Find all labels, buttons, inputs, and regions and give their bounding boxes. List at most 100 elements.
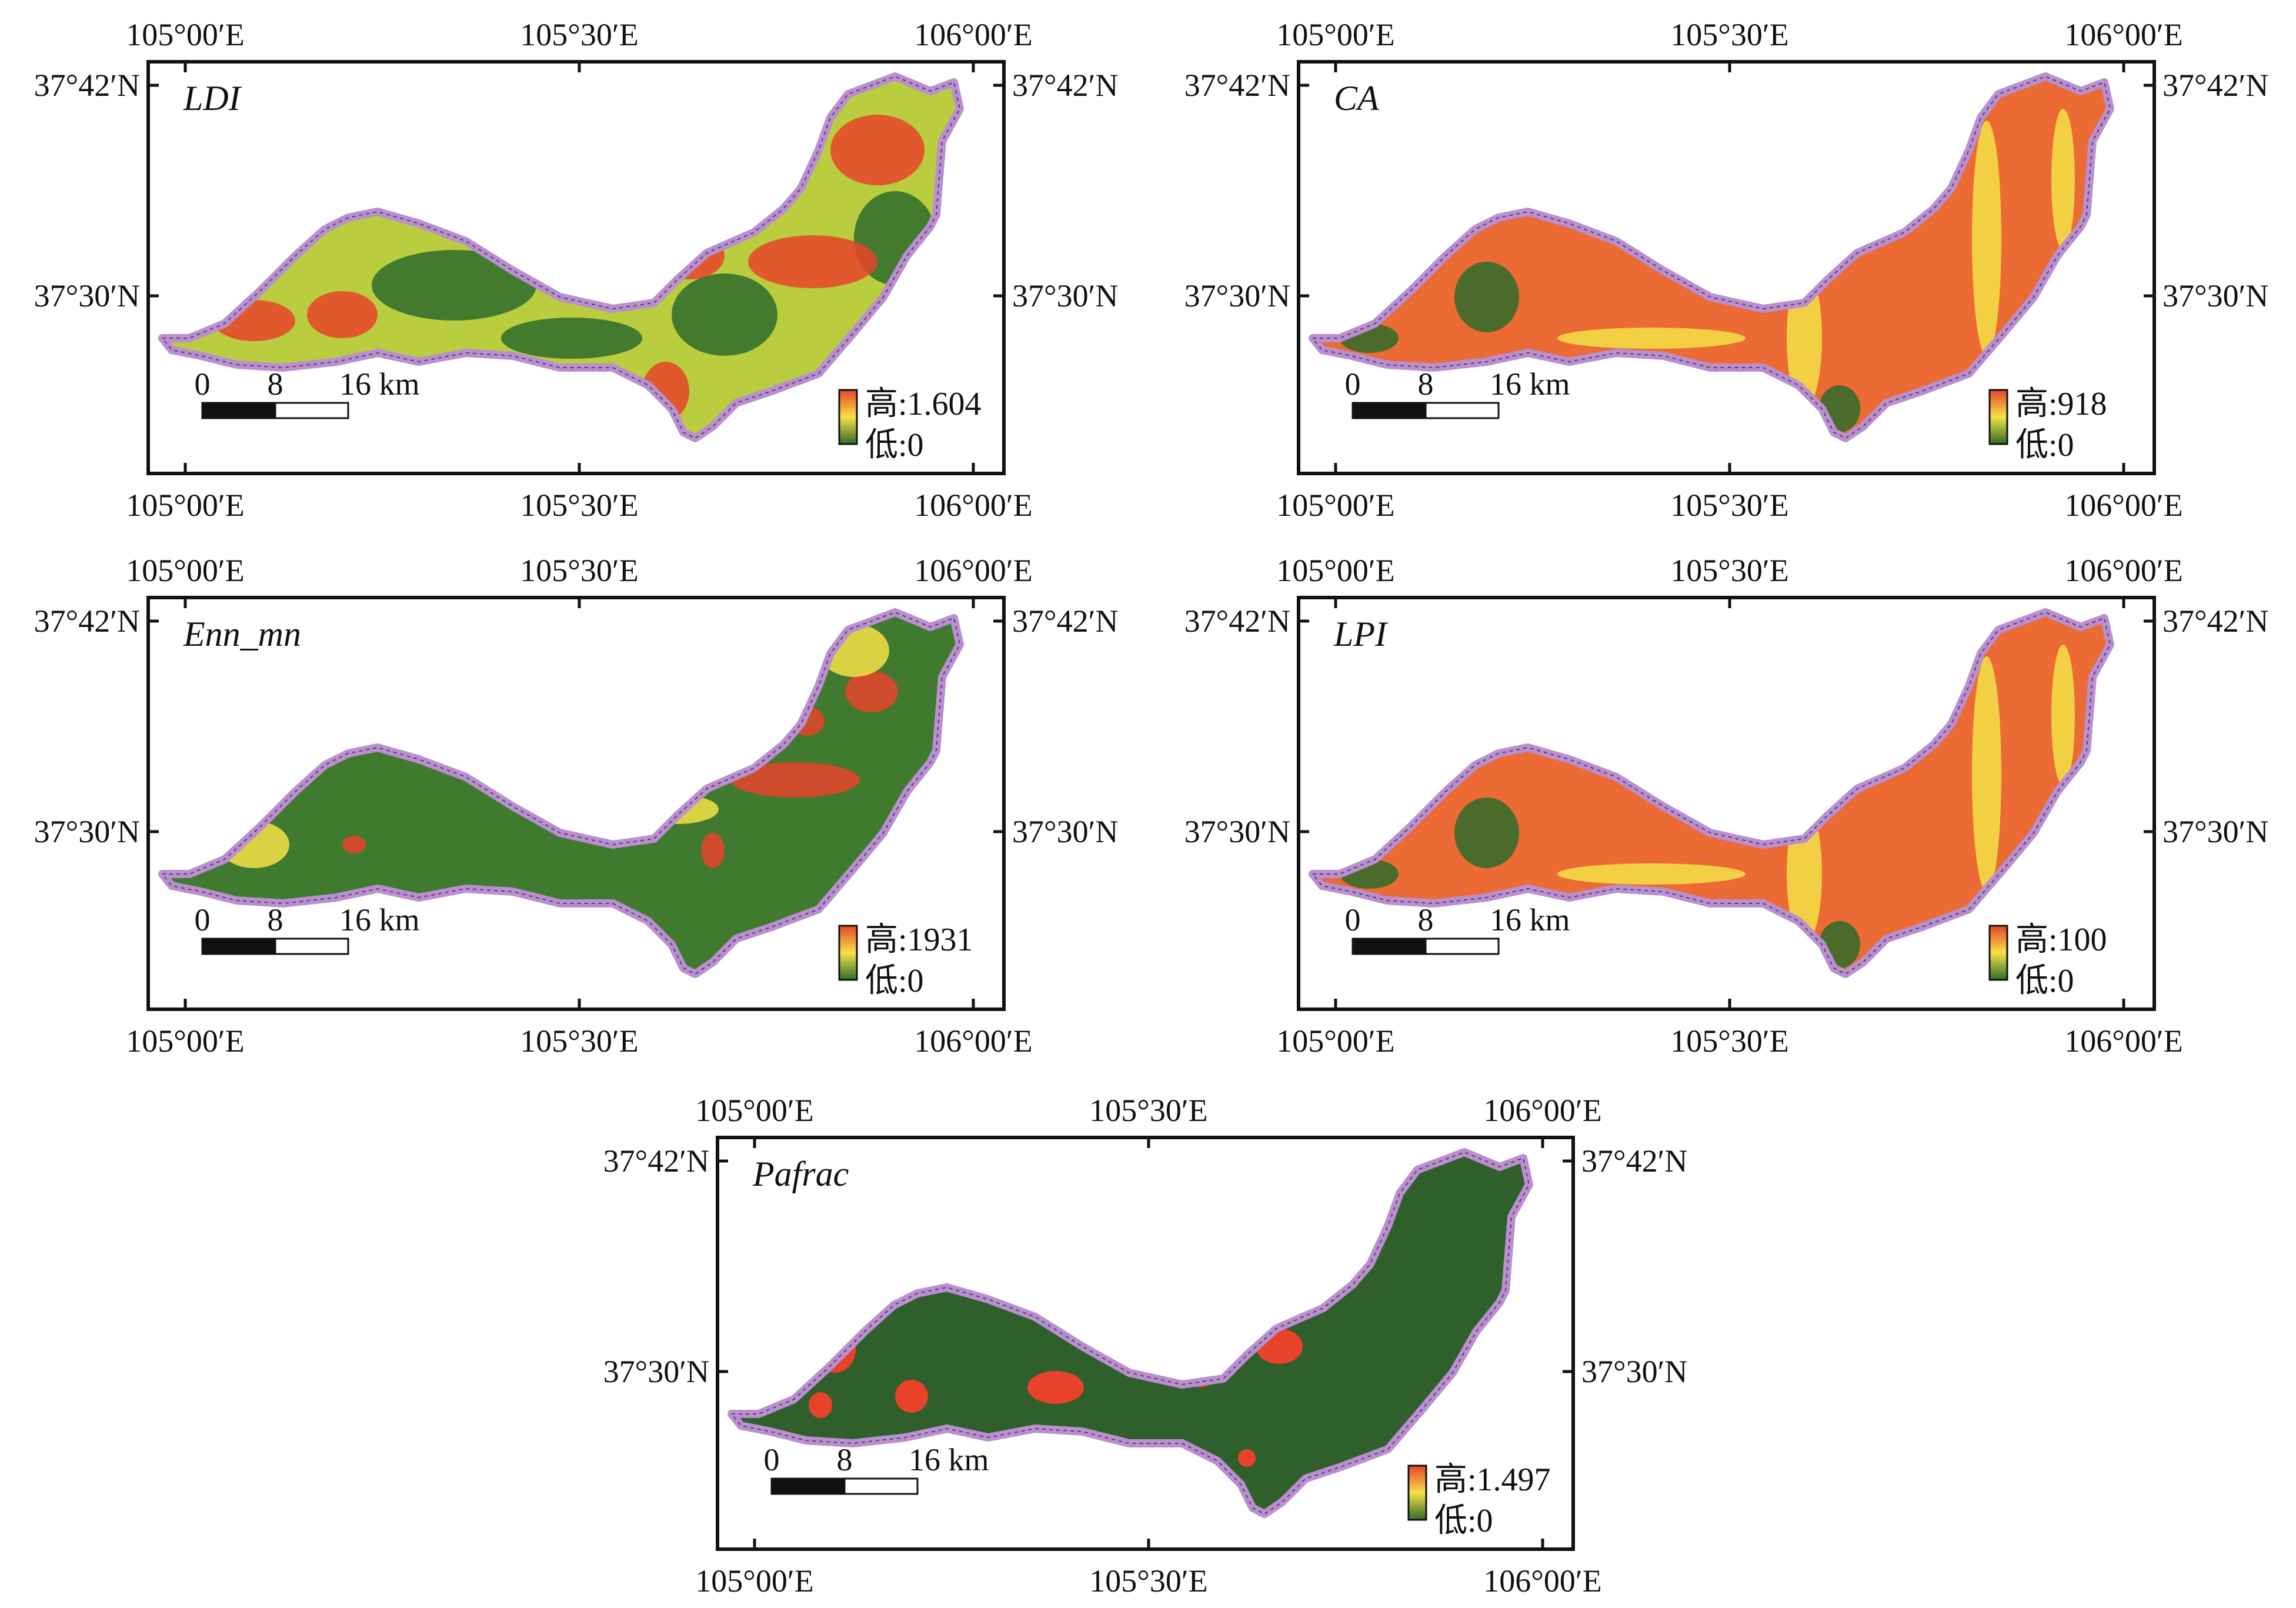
legend-high-label: 高:1.604 [865,386,982,422]
map-panel-pafrac: 105°00′E 105°00′E 105°30′E 105°30′E 106°00′E… [603,1093,1688,1599]
lon-label-bottom: 105°00′E [695,1563,813,1599]
lat-label-right: 37°30′N [2162,814,2268,849]
lon-label-top: 105°30′E [520,553,638,588]
legend-color-ramp [838,925,858,981]
legend: 高:100 低:0 [1988,922,2107,999]
legend-color-ramp [1407,1464,1427,1521]
legend: 高:1.604 低:0 [838,386,982,463]
study-area-fill [1313,612,2110,974]
lat-label-left: 37°30′N [1184,814,1290,849]
lat-label-right: 37°42′N [2162,603,2268,639]
scale-tick-label: 8 [1418,902,1434,938]
lat-label-right: 37°42′N [1012,68,1118,103]
lon-label-top: 106°00′E [914,17,1032,52]
lat-label-left: 37°30′N [1184,278,1290,313]
legend-low-label: 低:0 [2015,427,2074,463]
lat-label-right: 37°30′N [1012,814,1118,849]
lon-label-bottom: 106°00′E [914,488,1032,523]
lat-label-right: 37°30′N [1012,278,1118,313]
legend-low-label: 低:0 [2015,963,2074,999]
lat-label-left: 37°30′N [603,1354,709,1389]
lon-label-top: 105°30′E [1670,553,1788,588]
scale-tick-label: 16 km [339,902,420,938]
lon-label-bottom: 105°00′E [1276,488,1394,523]
lat-label-right: 37°30′N [2162,278,2268,313]
lon-label-bottom: 106°00′E [2064,1023,2182,1059]
panel-label: LPI [1333,615,1389,653]
raster-pattern [1340,645,2075,968]
scale-tick-label: 0 [195,902,211,938]
legend-high-label: 高:918 [2015,386,2107,422]
lon-label-bottom: 105°30′E [1670,488,1788,523]
legend-color-ramp [1988,925,2008,981]
scale-bar: 0 8 16 km [1345,366,1570,419]
legend-high-label: 高:100 [2015,922,2107,958]
lat-label-right: 37°42′N [1581,1143,1687,1179]
lon-label-bottom: 106°00′E [2064,488,2182,523]
map-panel-lpi: 105°00′E 105°00′E 105°30′E 105°30′E 106°00′E… [1184,553,2269,1059]
lon-label-bottom: 106°00′E [1483,1563,1601,1599]
scale-tick-label: 16 km [339,366,420,402]
lat-label-right: 37°42′N [2162,68,2268,103]
lon-label-bottom: 105°30′E [1089,1563,1207,1599]
study-area-fill [162,76,960,438]
scale-tick-label: 8 [268,366,283,402]
scale-tick-label: 16 km [909,1442,989,1477]
scale-tick-label: 0 [764,1442,780,1477]
panel-label: Enn_mn [183,615,301,653]
lon-label-top: 105°00′E [695,1093,813,1128]
lon-label-bottom: 105°30′E [520,488,638,523]
lat-label-right: 37°30′N [1581,1354,1687,1389]
panel-label: CA [1334,79,1379,118]
lat-label-left: 37°42′N [1184,68,1290,103]
legend-low-label: 低:0 [1434,1503,1493,1539]
lon-label-bottom: 105°00′E [126,488,244,523]
study-area-fill [1313,76,2110,438]
map-panel-enn: 105°00′E 105°00′E 105°30′E 105°30′E 106°00′E… [34,553,1119,1059]
lat-label-left: 37°42′N [34,603,140,639]
scale-tick-label: 16 km [1490,366,1570,402]
lon-label-top: 106°00′E [2064,17,2182,52]
lon-label-bottom: 106°00′E [914,1023,1032,1059]
study-area-fill [162,612,960,974]
scale-bar: 0 8 16 km [764,1442,989,1495]
lon-label-bottom: 105°00′E [126,1023,244,1059]
lon-label-top: 106°00′E [2064,553,2182,588]
lat-label-left: 37°30′N [34,814,140,849]
legend-low-label: 低:0 [865,427,924,463]
study-area-fill [732,1152,1529,1514]
lon-label-bottom: 105°30′E [1670,1023,1788,1059]
lon-label-top: 106°00′E [1483,1093,1601,1128]
raster-pattern [1340,109,2075,432]
lon-label-top: 105°30′E [1670,17,1788,52]
legend-high-label: 高:1.497 [1434,1462,1551,1498]
scale-tick-label: 0 [195,366,211,402]
panel-label: Pafrac [752,1155,849,1193]
lat-label-left: 37°42′N [603,1143,709,1179]
map-panel-ca: 105°00′E 105°00′E 105°30′E 105°30′E 106°00′E… [1184,17,2269,523]
lat-label-left: 37°42′N [34,68,140,103]
scale-tick-label: 16 km [1490,902,1570,938]
lon-label-top: 105°00′E [126,553,244,588]
scale-tick-label: 0 [1345,902,1361,938]
legend-color-ramp [838,389,858,445]
legend-high-label: 高:1931 [865,922,973,958]
scale-bar: 0 8 16 km [195,366,420,419]
legend: 高:1931 低:0 [838,922,973,999]
scale-tick-label: 8 [837,1442,853,1477]
panel-label: LDI [183,79,242,118]
scale-bar: 0 8 16 km [1345,902,1570,955]
lat-label-left: 37°42′N [1184,603,1290,639]
lat-label-right: 37°42′N [1012,603,1118,639]
legend-color-ramp [1988,389,2008,445]
scale-tick-label: 0 [1345,366,1361,402]
scale-bar: 0 8 16 km [195,902,420,955]
scale-tick-label: 8 [268,902,283,938]
lat-label-left: 37°30′N [34,278,140,313]
scale-tick-label: 8 [1418,366,1434,402]
legend-low-label: 低:0 [865,963,924,999]
lon-label-bottom: 105°30′E [520,1023,638,1059]
lon-label-top: 105°00′E [126,17,244,52]
lon-label-bottom: 105°00′E [1276,1023,1394,1059]
